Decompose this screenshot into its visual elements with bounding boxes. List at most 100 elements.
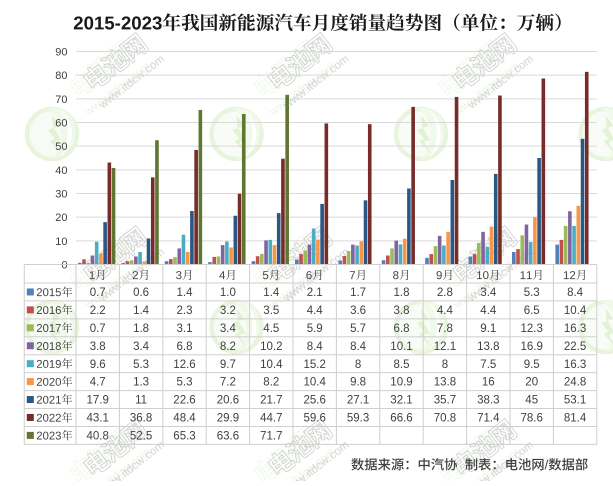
svg-text:5.3: 5.3 — [133, 359, 149, 371]
svg-text:20: 20 — [55, 212, 67, 224]
svg-text:9.7: 9.7 — [220, 359, 236, 371]
svg-text:65.3: 65.3 — [173, 431, 195, 443]
svg-text:2.8: 2.8 — [437, 287, 453, 299]
svg-text:1.4: 1.4 — [177, 287, 194, 299]
svg-text:40: 40 — [55, 165, 67, 177]
svg-text:1.8: 1.8 — [133, 323, 149, 335]
svg-text:78.6: 78.6 — [521, 413, 543, 425]
svg-text:6.5: 6.5 — [524, 305, 540, 317]
svg-text:27.1: 27.1 — [347, 395, 369, 407]
svg-text:3.4: 3.4 — [480, 287, 497, 299]
svg-text:5.3: 5.3 — [177, 377, 193, 389]
svg-text:90: 90 — [55, 47, 67, 59]
svg-text:36.8: 36.8 — [130, 413, 152, 425]
svg-text:8.4: 8.4 — [350, 341, 367, 353]
svg-text:3.4: 3.4 — [220, 323, 237, 335]
svg-text:13.8: 13.8 — [434, 377, 456, 389]
svg-text:8: 8 — [442, 359, 448, 371]
svg-text:70.8: 70.8 — [434, 413, 456, 425]
svg-text:59.3: 59.3 — [347, 413, 369, 425]
svg-text:7.8: 7.8 — [437, 323, 453, 335]
svg-text:30: 30 — [55, 189, 67, 201]
svg-text:9.5: 9.5 — [524, 359, 540, 371]
svg-text:8.4: 8.4 — [307, 341, 324, 353]
svg-text:52.5: 52.5 — [130, 431, 152, 443]
svg-text:0.7: 0.7 — [90, 287, 106, 299]
svg-text:16.3: 16.3 — [564, 323, 586, 335]
svg-text:13.8: 13.8 — [477, 341, 499, 353]
svg-text:0.7: 0.7 — [90, 323, 106, 335]
svg-text:59.6: 59.6 — [304, 413, 326, 425]
svg-text:11: 11 — [135, 395, 147, 407]
svg-text:7.5: 7.5 — [480, 359, 496, 371]
svg-text:53.1: 53.1 — [564, 395, 586, 407]
svg-text:1.7: 1.7 — [350, 287, 366, 299]
svg-text:63.6: 63.6 — [217, 431, 239, 443]
svg-text:10.9: 10.9 — [390, 377, 412, 389]
svg-text:43.1: 43.1 — [87, 413, 109, 425]
svg-text:3.8: 3.8 — [90, 341, 106, 353]
svg-text:32.1: 32.1 — [390, 395, 412, 407]
svg-text:40.8: 40.8 — [87, 431, 109, 443]
svg-text:3.4: 3.4 — [133, 341, 150, 353]
svg-text:3.1: 3.1 — [177, 323, 193, 335]
svg-text:71.7: 71.7 — [260, 431, 282, 443]
svg-text:8.5: 8.5 — [394, 359, 410, 371]
svg-text:6.8: 6.8 — [394, 323, 410, 335]
svg-text:12.6: 12.6 — [173, 359, 195, 371]
svg-text:7.2: 7.2 — [220, 377, 236, 389]
svg-text:10: 10 — [55, 236, 67, 248]
svg-text:8.2: 8.2 — [220, 341, 236, 353]
svg-text:12.3: 12.3 — [521, 323, 543, 335]
svg-text:17.9: 17.9 — [87, 395, 109, 407]
svg-text:29.9: 29.9 — [217, 413, 239, 425]
svg-text:5.9: 5.9 — [307, 323, 323, 335]
svg-text:81.4: 81.4 — [564, 413, 587, 425]
svg-text:16.9: 16.9 — [521, 341, 543, 353]
svg-text:10.1: 10.1 — [390, 341, 412, 353]
svg-text:2.2: 2.2 — [90, 305, 106, 317]
svg-text:66.6: 66.6 — [390, 413, 412, 425]
svg-text:8.2: 8.2 — [263, 377, 279, 389]
svg-text:2.1: 2.1 — [307, 287, 323, 299]
svg-text:2.3: 2.3 — [177, 305, 193, 317]
svg-text:15.2: 15.2 — [304, 359, 326, 371]
svg-text:80: 80 — [55, 70, 67, 82]
svg-text:4.7: 4.7 — [90, 377, 106, 389]
svg-text:1.4: 1.4 — [263, 287, 280, 299]
svg-text:1.4: 1.4 — [133, 305, 150, 317]
svg-text:70: 70 — [55, 94, 67, 106]
svg-text:4.4: 4.4 — [307, 305, 324, 317]
svg-text:3.5: 3.5 — [263, 305, 279, 317]
svg-text:1.8: 1.8 — [394, 287, 410, 299]
svg-text:45: 45 — [525, 395, 538, 407]
svg-text:3.6: 3.6 — [350, 305, 366, 317]
svg-text:9.8: 9.8 — [350, 377, 366, 389]
svg-text:22.5: 22.5 — [564, 341, 586, 353]
svg-text:3.2: 3.2 — [220, 305, 236, 317]
svg-text:10.4: 10.4 — [260, 359, 283, 371]
svg-text:6.8: 6.8 — [177, 341, 193, 353]
svg-text:24.8: 24.8 — [564, 377, 586, 389]
svg-text:4.5: 4.5 — [263, 323, 279, 335]
svg-text:21.7: 21.7 — [260, 395, 282, 407]
svg-text:71.4: 71.4 — [477, 413, 500, 425]
svg-text:0.6: 0.6 — [133, 287, 149, 299]
svg-text:35.7: 35.7 — [434, 395, 456, 407]
svg-text:38.3: 38.3 — [477, 395, 499, 407]
svg-text:12.1: 12.1 — [434, 341, 456, 353]
svg-text:60: 60 — [55, 118, 67, 130]
svg-text:4.4: 4.4 — [437, 305, 454, 317]
svg-text:44.7: 44.7 — [260, 413, 282, 425]
svg-text:3.8: 3.8 — [394, 305, 410, 317]
svg-text:10.2: 10.2 — [260, 341, 282, 353]
svg-text:20: 20 — [525, 377, 538, 389]
svg-text:1.3: 1.3 — [133, 377, 149, 389]
svg-text:48.4: 48.4 — [173, 413, 196, 425]
svg-text:16.3: 16.3 — [564, 359, 586, 371]
svg-text:10.4: 10.4 — [564, 305, 587, 317]
svg-text:10.4: 10.4 — [304, 377, 327, 389]
svg-text:16: 16 — [482, 377, 495, 389]
svg-text:22.6: 22.6 — [173, 395, 195, 407]
svg-text:20.6: 20.6 — [217, 395, 239, 407]
